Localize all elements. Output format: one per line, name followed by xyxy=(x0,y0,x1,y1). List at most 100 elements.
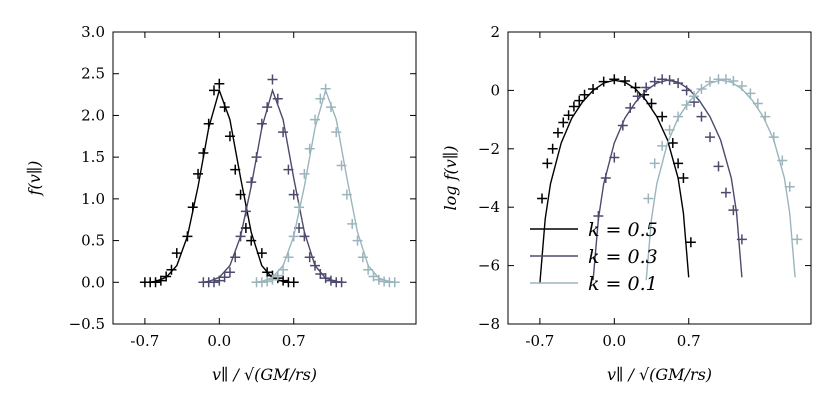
data-point xyxy=(792,234,803,245)
data-point xyxy=(278,264,289,275)
data-point xyxy=(649,76,660,87)
y-tick-label: 2.5 xyxy=(81,65,105,83)
data-point xyxy=(379,276,390,287)
data-point xyxy=(262,267,273,278)
data-point xyxy=(639,89,650,100)
data-point xyxy=(673,111,684,122)
data-point xyxy=(193,168,204,179)
data-point xyxy=(552,127,563,138)
data-point xyxy=(278,127,289,138)
series-line-3 xyxy=(253,88,398,283)
data-point xyxy=(681,85,692,96)
data-point xyxy=(256,277,267,288)
data-point xyxy=(657,140,668,151)
legend-label-3: k = 0.1 xyxy=(588,273,658,295)
data-point xyxy=(643,193,654,204)
x-tick-label: 0.7 xyxy=(282,332,306,350)
data-point xyxy=(299,168,310,179)
data-point xyxy=(283,164,294,175)
data-point xyxy=(288,277,299,288)
data-point xyxy=(304,252,315,263)
data-point xyxy=(267,274,278,285)
data-point xyxy=(256,248,267,259)
data-point xyxy=(673,78,684,89)
series-line-1 xyxy=(146,88,292,283)
data-point xyxy=(713,161,724,172)
y-tick-label: −0.5 xyxy=(69,315,105,333)
data-point xyxy=(373,274,384,285)
data-point xyxy=(593,210,604,221)
data-point xyxy=(558,117,569,128)
data-point xyxy=(325,102,336,113)
data-point xyxy=(784,181,795,192)
x-tick-label: 0.0 xyxy=(602,332,626,350)
data-point xyxy=(219,272,230,283)
data-point xyxy=(728,205,739,216)
y-tick-label: 1.5 xyxy=(81,148,105,166)
data-point xyxy=(256,118,267,129)
data-point xyxy=(696,111,707,122)
plot-frame xyxy=(112,31,417,325)
data-point xyxy=(246,235,257,246)
data-point xyxy=(310,260,320,271)
data-point xyxy=(657,74,668,85)
data-point xyxy=(150,277,161,288)
data-point xyxy=(224,131,235,142)
data-point xyxy=(617,120,628,131)
data-point xyxy=(368,271,379,282)
data-point xyxy=(283,252,294,263)
legend-label-1: k = 0.5 xyxy=(588,219,658,241)
data-point xyxy=(288,231,299,242)
data-point xyxy=(619,76,630,87)
legend-label-2: k = 0.3 xyxy=(588,246,658,268)
data-point xyxy=(673,158,684,169)
data-point xyxy=(657,111,668,122)
data-point xyxy=(600,173,611,183)
data-point xyxy=(681,100,692,110)
data-point xyxy=(609,152,620,163)
data-point xyxy=(235,231,246,242)
y-tick-label: 1.0 xyxy=(81,190,105,208)
y-tick-label: 2 xyxy=(490,23,500,41)
y-tick-label: 0.5 xyxy=(81,232,105,250)
data-point xyxy=(230,164,241,175)
left-panel: -0.7 0.0 0.7 −0.5 0.0 0.5 1.0 1.5 2.0 2.5 3.0 v∥ / … xyxy=(25,23,417,384)
data-point xyxy=(251,152,262,163)
y-tick-label: −6 xyxy=(478,257,500,275)
data-point xyxy=(609,74,620,85)
x-tick-label: 0.7 xyxy=(677,332,701,350)
plot-frame xyxy=(507,31,812,325)
y-tick-label: −2 xyxy=(478,140,500,158)
data-point xyxy=(646,98,657,109)
x-axis-label: v∥ / √(GM/rs) xyxy=(212,365,317,384)
data-point xyxy=(331,127,342,138)
data-point xyxy=(563,110,574,121)
data-point xyxy=(209,277,219,288)
data-point xyxy=(214,78,225,89)
right-panel: -0.7 0.0 0.7 −8 −6 −4 −2 0 2 v∥ / √(GM/rs) log f(v… xyxy=(441,23,812,384)
data-point xyxy=(352,235,363,246)
data-point xyxy=(240,206,251,217)
data-point xyxy=(547,143,558,154)
data-point xyxy=(336,160,347,171)
data-point xyxy=(278,275,289,286)
data-point xyxy=(705,76,715,87)
data-point xyxy=(187,202,198,213)
data-point xyxy=(736,234,747,245)
data-point xyxy=(219,102,230,113)
y-axis-label: log f(v∥) xyxy=(441,146,460,211)
data-point xyxy=(267,74,278,85)
data-point xyxy=(389,277,400,288)
x-tick-label: -0.7 xyxy=(525,332,554,350)
x-tick-label: -0.7 xyxy=(130,332,159,350)
data-point xyxy=(294,202,305,213)
data-point xyxy=(728,76,739,87)
data-point xyxy=(310,114,320,125)
data-point xyxy=(299,231,310,242)
data-point xyxy=(768,132,779,143)
data-point xyxy=(736,81,747,92)
data-point xyxy=(630,82,641,93)
data-point xyxy=(537,193,548,204)
data-point xyxy=(320,83,331,94)
data-point xyxy=(696,83,707,94)
